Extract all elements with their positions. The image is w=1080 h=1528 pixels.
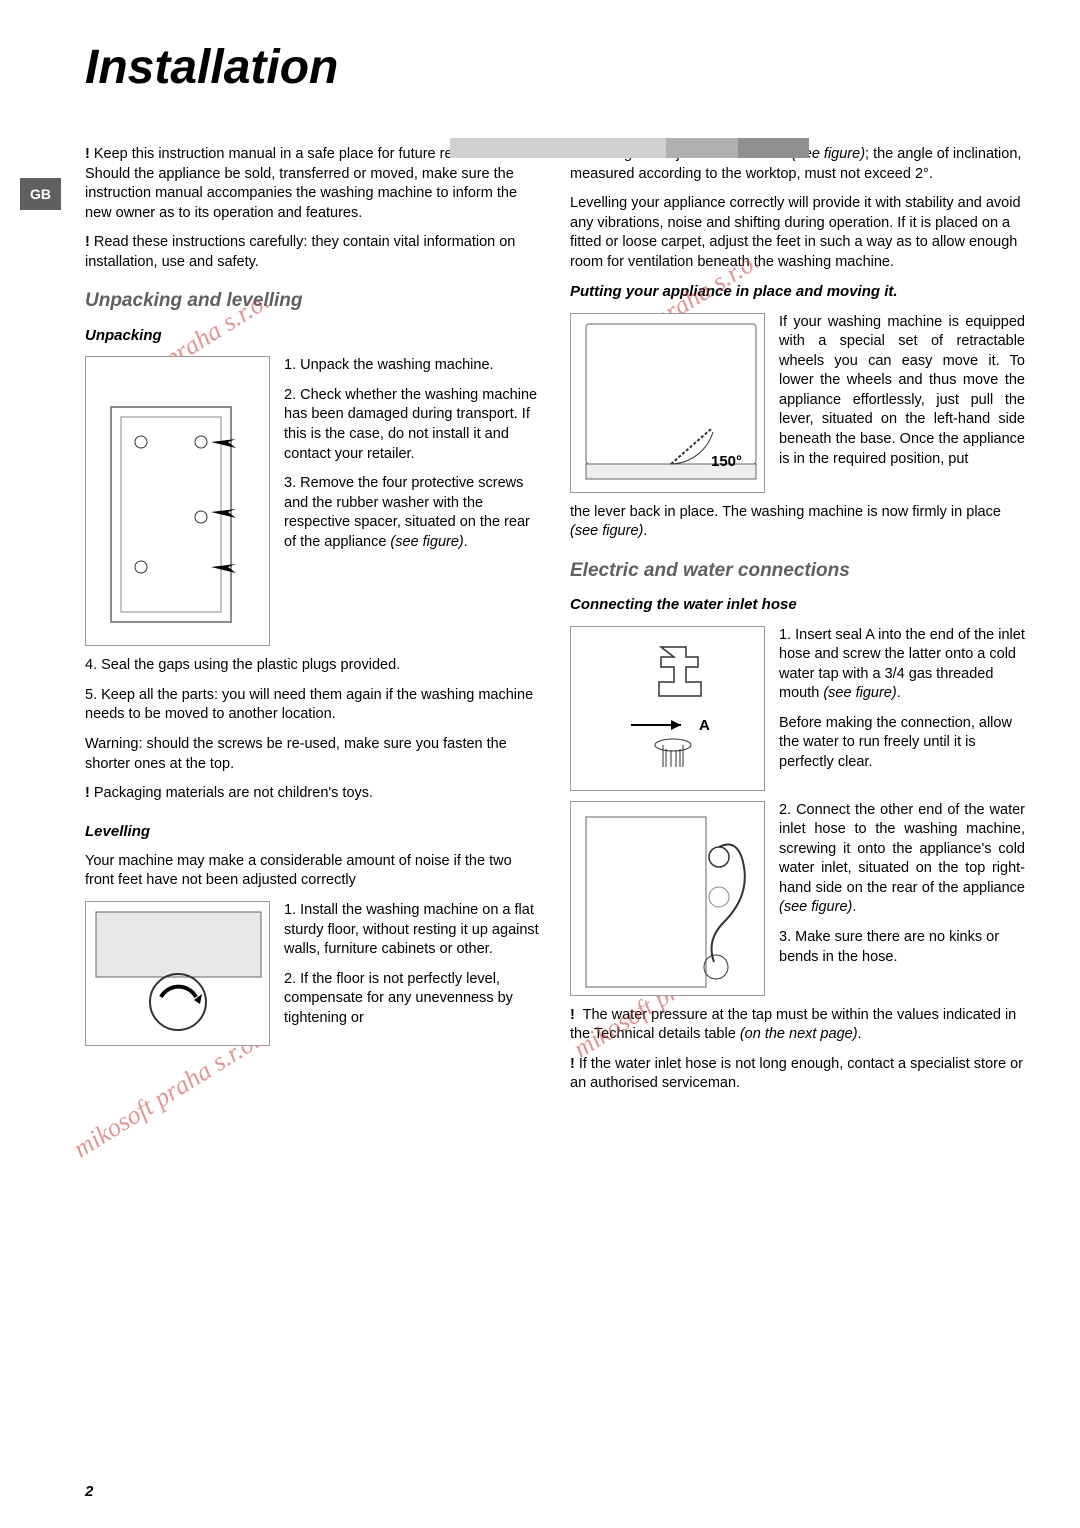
inlet-step-2-3: 2. Connect the other end of the water in… — [779, 801, 1025, 978]
washer-rear-icon — [86, 357, 271, 647]
inlet-figure-row-1: A 1. Insert seal A into the end of the i… — [570, 626, 1025, 791]
content-columns: Keep this instruction manual in a safe p… — [85, 145, 1025, 1104]
putting-after: the lever back in place. The washing mac… — [570, 503, 1025, 542]
figure-moving-wheels: 150° — [570, 313, 765, 493]
heading-levelling: Levelling — [85, 822, 540, 842]
heading-unpacking-levelling: Unpacking and levelling — [85, 288, 540, 314]
putting-text: If your washing machine is equipped with… — [779, 313, 1025, 480]
header-tab-bar — [450, 138, 1025, 158]
levelling-figure-row: 1. Install the washing machine on a flat… — [85, 901, 540, 1046]
step-1: 1. Unpack the washing machine. — [284, 356, 540, 376]
unpacking-figure-row: 1. Unpack the washing machine. 2. Check … — [85, 356, 540, 646]
inlet-step-1: 1. Insert seal A into the end of the inl… — [779, 626, 1025, 783]
tap-seal-icon: A — [571, 627, 766, 792]
step-4: 4. Seal the gaps using the plastic plugs… — [85, 656, 540, 676]
figure-machine-inlet — [570, 801, 765, 996]
levelling-stability: Levelling your appliance correctly will … — [570, 194, 1025, 272]
figure-washing-machine-rear — [85, 356, 270, 646]
unpacking-steps: 1. Unpack the washing machine. 2. Check … — [284, 356, 540, 562]
seal-a-label: A — [699, 717, 710, 734]
machine-inlet-icon — [571, 802, 766, 997]
warn-screws: Warning: should the screws be re-used, m… — [85, 735, 540, 774]
warn-read: Read these instructions carefully: they … — [85, 233, 540, 272]
feet-adjust-icon — [86, 902, 271, 1047]
step-2: 2. Check whether the washing machine has… — [284, 386, 540, 464]
heading-putting-in-place: Putting your appliance in place and movi… — [570, 282, 1025, 302]
right-column: loosening the adjustable front feet (see… — [570, 145, 1025, 1104]
levelling-intro: Your machine may make a considerable amo… — [85, 852, 540, 891]
warn-packaging-toys: Packaging materials are not children's t… — [85, 784, 540, 804]
level-step-2: 2. If the floor is not perfectly level, … — [284, 970, 540, 1029]
heading-inlet-hose: Connecting the water inlet hose — [570, 595, 1025, 615]
heading-electric-water: Electric and water connections — [570, 558, 1025, 584]
figure-tap-seal: A — [570, 626, 765, 791]
inlet-figure-row-2: 2. Connect the other end of the water in… — [570, 801, 1025, 996]
level-step-1: 1. Install the washing machine on a flat… — [284, 901, 540, 960]
page-number: 2 — [85, 1483, 93, 1500]
wheels-lever-icon: 150° — [571, 314, 766, 494]
warn-hose-length: If the water inlet hose is not long enou… — [570, 1055, 1025, 1094]
language-tab: GB — [20, 178, 61, 210]
left-column: Keep this instruction manual in a safe p… — [85, 145, 540, 1104]
figure-levelling-feet — [85, 901, 270, 1046]
putting-figure-row: 150° If your washing machine is equipped… — [570, 313, 1025, 493]
step-3: 3. Remove the four protective screws and… — [284, 474, 540, 552]
levelling-steps: 1. Install the washing machine on a flat… — [284, 901, 540, 1038]
warn-water-pressure: The water pressure at the tap must be wi… — [570, 1006, 1025, 1045]
step-5: 5. Keep all the parts: you will need the… — [85, 686, 540, 725]
heading-unpacking: Unpacking — [85, 326, 540, 346]
page-title: Installation — [85, 40, 1025, 95]
angle-label: 150° — [711, 453, 742, 470]
